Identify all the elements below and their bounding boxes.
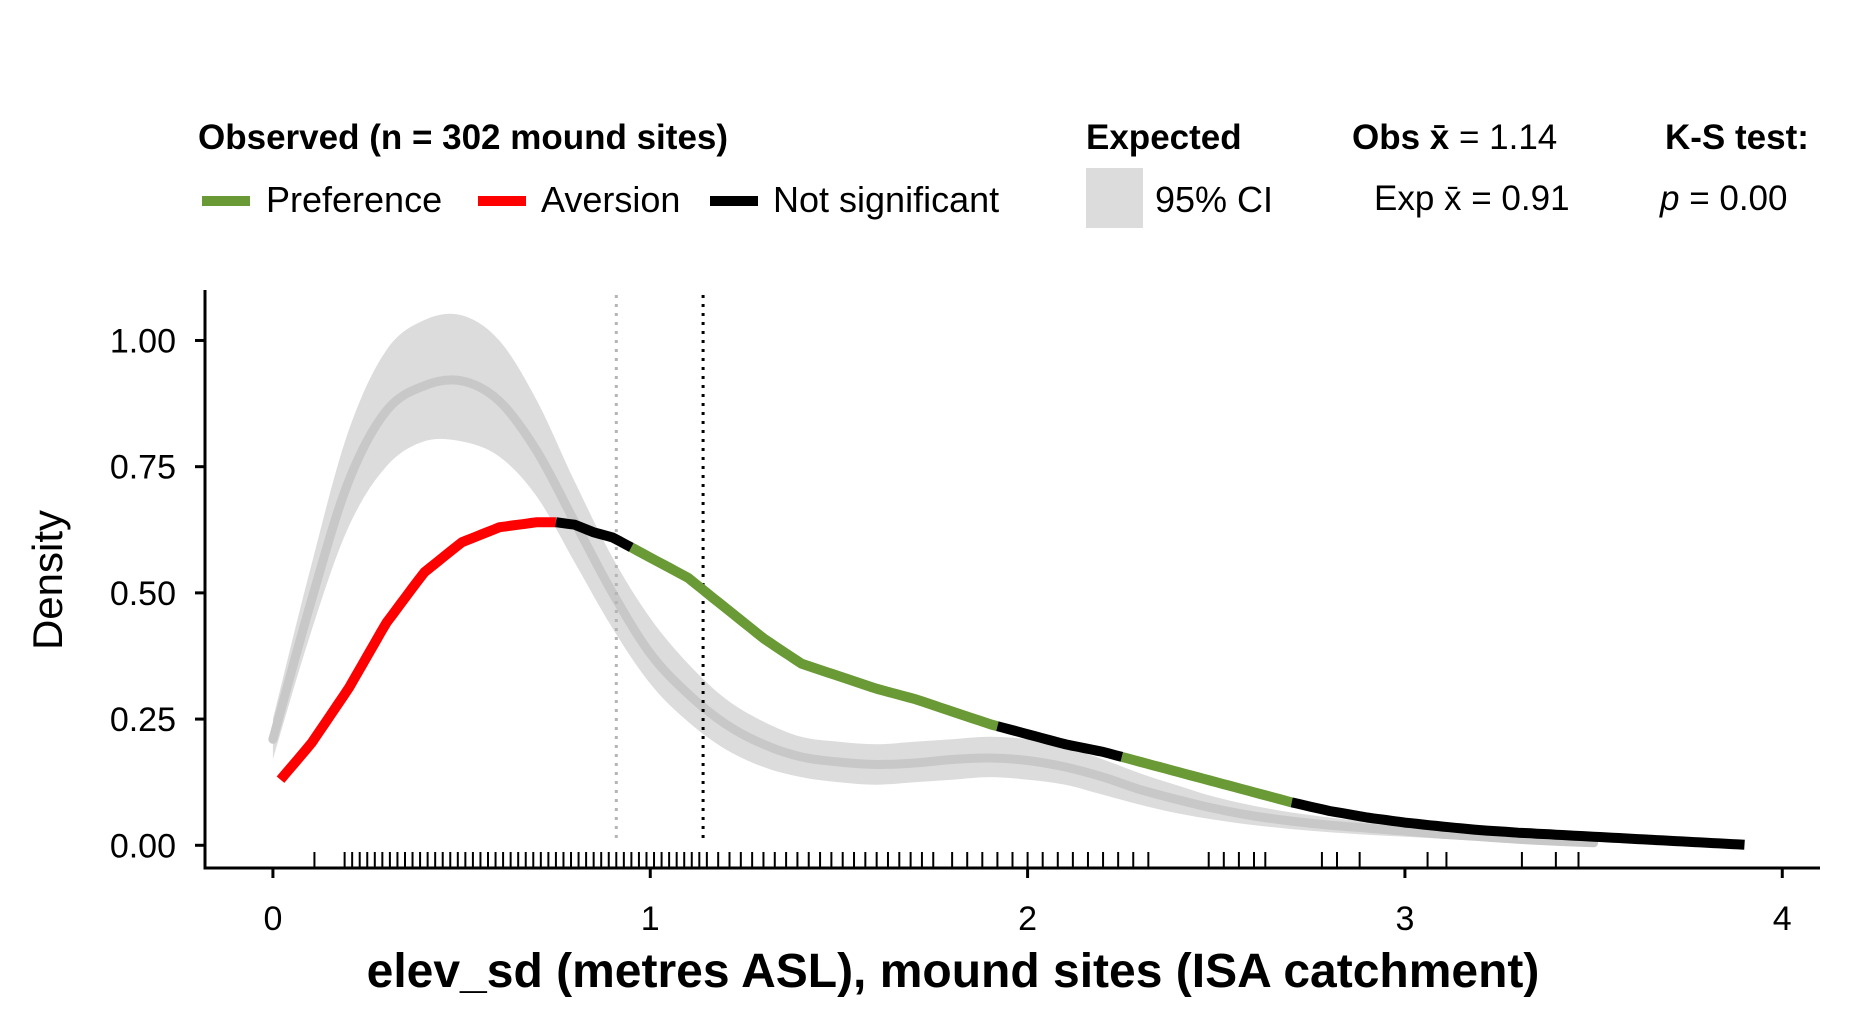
observed-segment-not-significant: [1290, 797, 1745, 850]
observed-segment-preference: [1120, 752, 1294, 808]
legend-observed-title: Observed (n = 302 mound sites): [198, 118, 728, 157]
mean-lines: [614, 295, 705, 840]
y-tick-label: 0.75: [110, 449, 176, 487]
observed-segment-not-significant: [996, 721, 1124, 762]
legend-expected-title: Expected: [1086, 118, 1242, 157]
legend-notsig-swatch: [710, 196, 758, 206]
legend-aversion-label: Aversion: [541, 179, 680, 220]
axes: [195, 290, 1820, 878]
y-tick-label: 0.50: [110, 575, 176, 613]
y-tick-label: 0.25: [110, 701, 176, 739]
legend-ks-p: p = 0.00: [1659, 179, 1787, 218]
expected-density-line: [268, 375, 1599, 848]
y-tick-label: 0.00: [110, 827, 176, 865]
x-tick-label: 0: [263, 900, 282, 938]
ci-band-area: [272, 313, 1594, 845]
x-tick-label: 3: [1395, 900, 1414, 938]
legend-aversion-swatch: [478, 196, 526, 206]
observed-segment-not-significant: [555, 517, 634, 552]
observed-segment-preference: [629, 542, 999, 732]
y-axis-title: Density: [24, 510, 71, 650]
legend-ks-title: K-S test:: [1665, 118, 1809, 157]
y-tick-label: 1.00: [110, 322, 176, 360]
legend-exp-mean: Exp x̄ = 0.91: [1374, 179, 1570, 218]
expected-ci-band: [272, 313, 1594, 845]
legend-obs-mean-label: Obs x̄: [1352, 118, 1450, 157]
rug-marks: [313, 852, 1580, 868]
legend-ci-label: 95% CI: [1155, 179, 1273, 220]
legend-obs-mean: Obs x̄ = 1.14: [1352, 118, 1557, 157]
legend-ks-p-value: = 0.00: [1679, 179, 1787, 218]
legend-ks-p-symbol: p: [1659, 179, 1679, 218]
x-tick-label: 4: [1773, 900, 1792, 938]
tick-labels: 0 1 2 3 4 0.00 0.25 0.50 0.75 1.00: [110, 322, 1792, 938]
legend-notsig-label: Not significant: [773, 179, 999, 220]
x-tick-label: 1: [641, 900, 660, 938]
legend-obs-mean-value: = 1.14: [1449, 118, 1557, 157]
observed-density-line: [276, 517, 1745, 850]
expected-line-path: [268, 375, 1599, 848]
legend-ci-swatch: [1086, 168, 1143, 228]
legend-preference-swatch: [202, 196, 250, 206]
observed-segment-aversion: [276, 517, 556, 783]
legend-preference-label: Preference: [266, 179, 442, 220]
x-axis-title: elev_sd (metres ASL), mound sites (ISA c…: [367, 945, 1540, 998]
x-tick-label: 2: [1018, 900, 1037, 938]
